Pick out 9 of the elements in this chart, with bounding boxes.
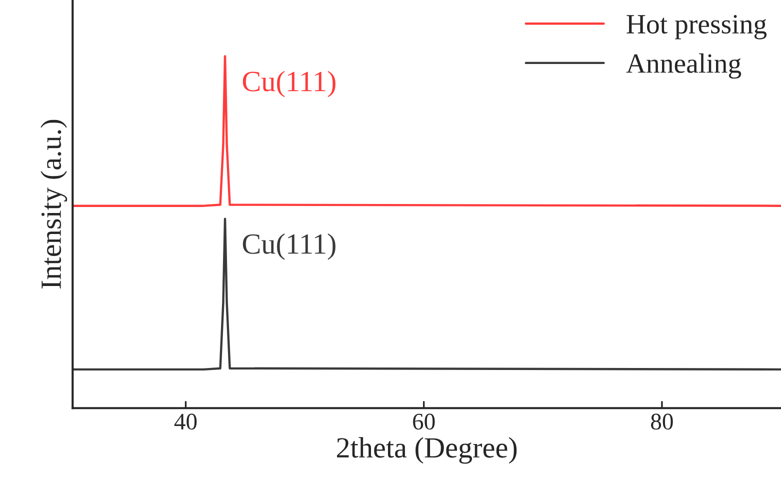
annotation: Cu(111): [242, 70, 336, 98]
annotation: Cu(111): [242, 233, 336, 260]
legend-label: Annealing: [626, 53, 742, 79]
y-axis-title: Intensity (a.u.): [40, 120, 68, 288]
x-tick-label: 80: [651, 414, 673, 430]
x-tick-label: 40: [174, 414, 197, 430]
legend-label: Hot pressing: [626, 14, 767, 40]
x-tick-label: 60: [413, 414, 435, 430]
x-axis-title: 2theta (Degree): [337, 437, 517, 464]
